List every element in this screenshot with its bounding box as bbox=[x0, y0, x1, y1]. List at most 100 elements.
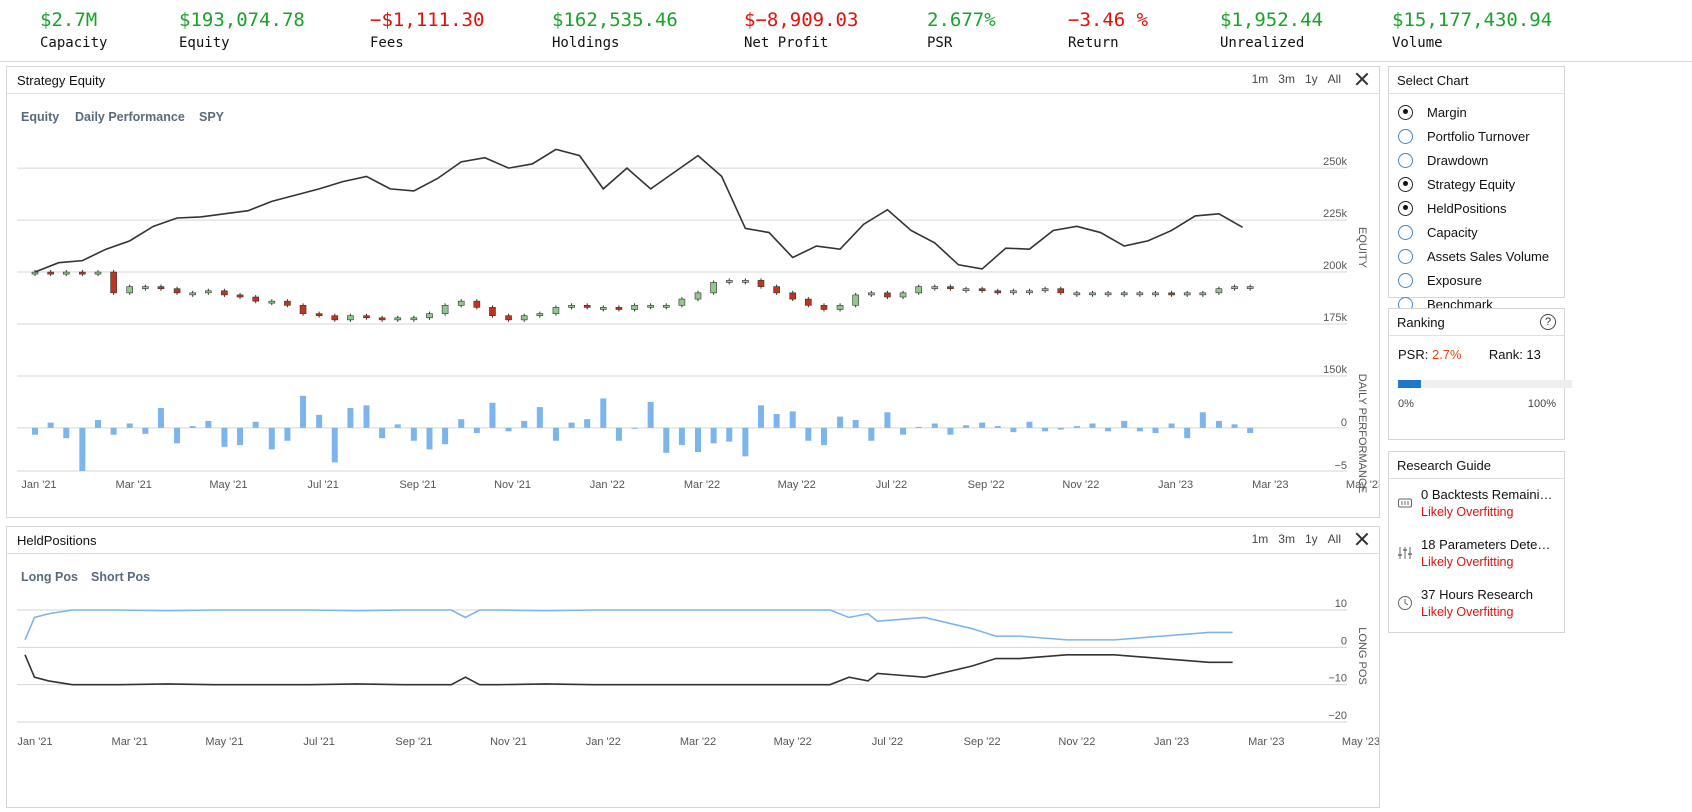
daily-performance-bar bbox=[300, 395, 307, 428]
range-1y-button[interactable]: 1y bbox=[1304, 532, 1318, 546]
rank-summary: PSR: 2.7% Rank: 13 bbox=[1398, 347, 1541, 362]
daily-performance-bar bbox=[820, 427, 827, 446]
daily-performance-bar bbox=[678, 427, 685, 446]
range-all-button[interactable]: All bbox=[1327, 532, 1341, 546]
legend-short-pos[interactable]: Short Pos bbox=[91, 570, 150, 584]
chart-option-strategy-equity[interactable]: Strategy Equity bbox=[1389, 172, 1564, 196]
rank-progress-fill bbox=[1398, 380, 1421, 388]
stat-holdings: $162,535.46 Holdings bbox=[552, 8, 678, 52]
daily-performance-bar bbox=[110, 427, 117, 435]
stat-value: $1,952.44 bbox=[1220, 9, 1323, 31]
chart-option-capacity[interactable]: Capacity bbox=[1389, 220, 1564, 244]
radio-button[interactable] bbox=[1398, 104, 1413, 120]
equity-candle bbox=[62, 271, 70, 275]
range-3m-button[interactable]: 3m bbox=[1278, 532, 1295, 546]
equity-candle bbox=[236, 294, 244, 298]
chart-options-list: Margin Portfolio Turnover Drawdown Strategy… bbox=[1389, 94, 1564, 316]
help-icon[interactable]: ? bbox=[1540, 314, 1556, 330]
y-axis-title: LONG POS bbox=[1356, 627, 1368, 684]
chart-option-assets-sales-volume[interactable]: Assets Sales Volume bbox=[1389, 244, 1564, 268]
daily-performance-bar bbox=[1121, 420, 1128, 428]
range-1y-button[interactable]: 1y bbox=[1304, 72, 1318, 86]
radio-button[interactable] bbox=[1398, 272, 1413, 288]
x-tick-label: Sep '21 bbox=[395, 736, 432, 748]
equity-candle bbox=[1104, 292, 1112, 296]
panel-header: Research Guide bbox=[1389, 452, 1564, 479]
chart-option-label: Exposure bbox=[1427, 272, 1482, 288]
chart-option-margin[interactable]: Margin bbox=[1389, 100, 1564, 124]
psr-label: PSR: bbox=[1398, 347, 1429, 362]
panel-header: Select Chart bbox=[1389, 67, 1564, 94]
x-tick-label: Jan '22 bbox=[586, 736, 621, 748]
legend-equity[interactable]: Equity bbox=[21, 110, 59, 124]
range-1m-button[interactable]: 1m bbox=[1251, 532, 1269, 546]
range-1m-button[interactable]: 1m bbox=[1251, 72, 1269, 86]
x-tick-label: Mar '22 bbox=[680, 736, 716, 748]
equity-candle bbox=[694, 292, 702, 300]
daily-performance-bar bbox=[568, 422, 575, 428]
held-positions-panel: HeldPositions 1m 3m 1y All −20 −10 0 10 LONG… bbox=[6, 526, 1380, 808]
close-icon[interactable] bbox=[1355, 72, 1369, 86]
chart-option-heldpositions[interactable]: HeldPositions bbox=[1389, 196, 1564, 220]
daily-performance-bar bbox=[221, 427, 228, 447]
equity-candle bbox=[536, 313, 544, 317]
range-3m-button[interactable]: 3m bbox=[1278, 72, 1295, 86]
daily-performance-bar bbox=[237, 427, 244, 446]
spy-line bbox=[34, 148, 1244, 273]
x-tick-label: May '22 bbox=[778, 479, 816, 491]
daily-performance-bar bbox=[757, 405, 764, 428]
chart-option-label: Portfolio Turnover bbox=[1427, 128, 1530, 144]
legend-spy[interactable]: SPY bbox=[199, 110, 225, 124]
backtest-icon bbox=[1398, 498, 1412, 508]
panel-title: Ranking bbox=[1397, 315, 1445, 330]
daily-performance-bar bbox=[1010, 427, 1017, 433]
y-tick-label: 150k bbox=[1323, 364, 1347, 376]
radio-button[interactable] bbox=[1398, 248, 1413, 264]
x-tick-label: Mar '23 bbox=[1248, 736, 1284, 748]
equity-candle bbox=[299, 305, 307, 314]
chart-option-exposure[interactable]: Exposure bbox=[1389, 268, 1564, 292]
radio-button[interactable] bbox=[1398, 152, 1413, 168]
y-tick-label: 250k bbox=[1323, 156, 1347, 168]
legend-long-pos[interactable]: Long Pos bbox=[21, 570, 78, 584]
chart-option-label: Margin bbox=[1427, 104, 1467, 120]
guide-item-parameters[interactable]: 18 Parameters Dete… Likely Overfitting bbox=[1389, 537, 1579, 577]
stat-return: −3.46 % Return bbox=[1068, 8, 1148, 52]
equity-candle bbox=[205, 290, 212, 294]
close-icon[interactable] bbox=[1355, 532, 1369, 546]
daily-performance-bar bbox=[47, 422, 54, 428]
stat-psr: 2.677% PSR bbox=[927, 8, 996, 52]
x-tick-label: Nov '22 bbox=[1062, 479, 1099, 491]
radio-button[interactable] bbox=[1398, 176, 1413, 192]
daily-performance-bar bbox=[536, 407, 543, 428]
daily-performance-bar bbox=[631, 427, 638, 429]
daily-performance-bar bbox=[663, 427, 670, 453]
x-tick-label: May '21 bbox=[209, 479, 247, 491]
x-tick-label: Sep '22 bbox=[968, 479, 1005, 491]
radio-button[interactable] bbox=[1398, 224, 1413, 240]
x-tick-label: Mar '21 bbox=[116, 479, 152, 491]
equity-candle bbox=[489, 307, 496, 317]
x-tick-label: May '22 bbox=[774, 736, 812, 748]
legend-daily-performance[interactable]: Daily Performance bbox=[75, 110, 185, 124]
strategy-equity-chart: 150k 175k 200k 225k 250k −5 0 EQUITY DAILY PERFO… bbox=[17, 110, 1379, 493]
equity-candle bbox=[568, 305, 575, 308]
equity-candle bbox=[899, 292, 907, 298]
daily-performance-bar bbox=[521, 420, 528, 428]
radio-button[interactable] bbox=[1398, 200, 1413, 216]
ranking-panel: Ranking ? PSR: 2.7% Rank: 13 0% 100% bbox=[1388, 308, 1572, 440]
daily-performance-bar bbox=[32, 427, 38, 435]
chart-option-drawdown[interactable]: Drawdown bbox=[1389, 148, 1564, 172]
range-all-button[interactable]: All bbox=[1327, 72, 1341, 86]
rank-min-label: 0% bbox=[1398, 398, 1414, 410]
chart-option-label: Capacity bbox=[1427, 224, 1478, 240]
chart-option-portfolio-turnover[interactable]: Portfolio Turnover bbox=[1389, 124, 1564, 148]
daily-performance-bar bbox=[584, 419, 591, 428]
radio-button[interactable] bbox=[1398, 128, 1413, 144]
x-tick-label: Jul '21 bbox=[303, 736, 334, 748]
daily-performance-bar bbox=[726, 427, 733, 442]
guide-item-hours[interactable]: 37 Hours Research Likely Overfitting bbox=[1389, 587, 1579, 627]
research-guide-panel: Research Guide 0 Backtests Remaini… Like… bbox=[1388, 451, 1565, 633]
guide-item-backtests[interactable]: 0 Backtests Remaini… Likely Overfitting bbox=[1389, 487, 1579, 527]
equity-candle bbox=[773, 286, 780, 294]
